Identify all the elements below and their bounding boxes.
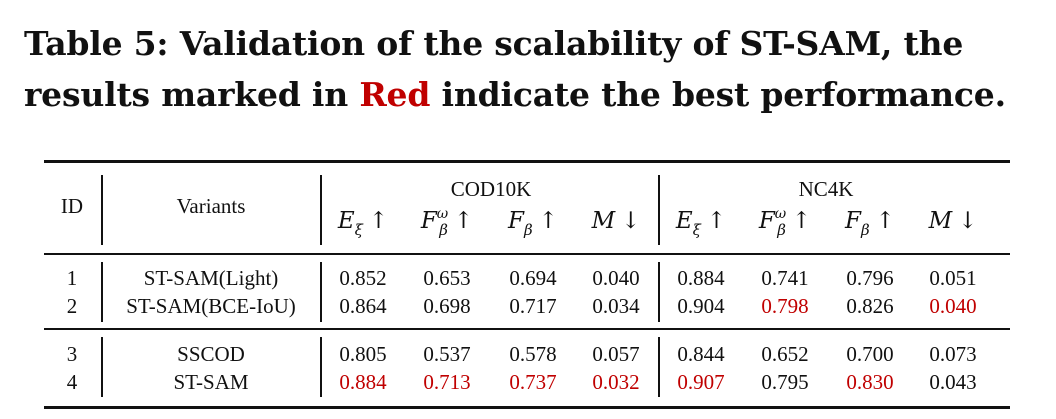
row-variant: SSCOD xyxy=(177,342,245,366)
arrow-down-icon: ↓ xyxy=(621,208,641,234)
table-cell: 0.032 xyxy=(592,370,640,394)
metric-subscript: β xyxy=(439,221,448,239)
divider-id xyxy=(101,175,103,245)
metric-subscript: ξ xyxy=(692,221,701,239)
table-cell: 0.578 xyxy=(509,342,557,366)
arrow-up-icon: ↑ xyxy=(538,208,558,234)
header-id: ID xyxy=(60,194,84,218)
table-cell: 0.073 xyxy=(929,342,977,366)
metric-header-f-beta-omega: Fωβ ↑ xyxy=(420,206,474,239)
metric-header-e-xi: Eξ ↑ xyxy=(337,207,389,239)
arrow-down-icon: ↓ xyxy=(958,208,978,234)
table-caption: Table 5: Validation of the scalability o… xyxy=(24,18,1044,120)
metric-symbol: F xyxy=(508,208,525,234)
table-cell: 0.907 xyxy=(677,370,725,394)
caption-highlight: Red xyxy=(359,75,431,114)
table-cell: 0.864 xyxy=(339,294,387,318)
metric-symbol: F xyxy=(845,208,862,234)
table-cell: 0.884 xyxy=(677,266,725,290)
arrow-up-icon: ↑ xyxy=(368,208,389,234)
metric-symbol: M xyxy=(591,208,616,234)
row-variant: ST-SAM(BCE-IoU) xyxy=(126,294,296,318)
table-cell: 0.884 xyxy=(339,370,387,394)
group-rule xyxy=(44,328,1010,330)
metric-symbol: F xyxy=(420,208,437,234)
table-cell: 0.653 xyxy=(423,266,471,290)
table-cell: 0.826 xyxy=(846,294,894,318)
metric-symbol: F xyxy=(758,208,775,234)
divider-variants xyxy=(320,175,322,245)
table-cell: 0.698 xyxy=(423,294,471,318)
metric-symbol: E xyxy=(675,208,693,234)
table-cell: 0.904 xyxy=(677,294,725,318)
metric-symbol: E xyxy=(337,208,355,234)
metric-subscript: β xyxy=(524,221,533,239)
metric-symbol: M xyxy=(928,208,953,234)
divider-id xyxy=(101,337,103,397)
table-cell: 0.830 xyxy=(846,370,894,394)
metric-header-mae: M ↓ xyxy=(592,207,641,235)
metric-header-f-beta: Fβ ↑ xyxy=(508,207,558,239)
top-rule xyxy=(44,160,1010,163)
metric-header-f-beta: Fβ ↑ xyxy=(845,207,895,239)
header-variants: Variants xyxy=(176,194,246,218)
group-header-nc4k: NC4K xyxy=(798,177,854,201)
table-cell: 0.737 xyxy=(509,370,557,394)
header-rule xyxy=(44,253,1010,255)
row-variant: ST-SAM xyxy=(173,370,249,394)
table-cell: 0.717 xyxy=(509,294,557,318)
table-cell: 0.700 xyxy=(846,342,894,366)
caption-suffix: indicate the best performance. xyxy=(430,75,1007,114)
row-id: 4 xyxy=(66,370,78,394)
metric-superscript: ω xyxy=(436,206,449,222)
metric-header-mae: M ↓ xyxy=(929,207,978,235)
arrow-up-icon: ↑ xyxy=(706,208,727,234)
row-variant: ST-SAM(Light) xyxy=(143,266,279,290)
table-cell: 0.537 xyxy=(423,342,471,366)
metric-header-e-xi: Eξ ↑ xyxy=(675,207,727,239)
caption-prefix: Table 5: Validation of the scalability o… xyxy=(24,24,964,114)
divider-datasets xyxy=(658,262,660,322)
table-cell: 0.805 xyxy=(339,342,387,366)
table-cell: 0.040 xyxy=(929,294,977,318)
metric-subscript: β xyxy=(861,221,870,239)
group-header-cod10k: COD10K xyxy=(450,177,532,201)
arrow-up-icon: ↑ xyxy=(791,208,812,234)
divider-datasets xyxy=(658,337,660,397)
table-cell: 0.652 xyxy=(761,342,809,366)
metric-header-f-beta-omega: Fωβ ↑ xyxy=(758,206,812,239)
table-cell: 0.852 xyxy=(339,266,387,290)
table-cell: 0.798 xyxy=(761,294,809,318)
table-cell: 0.051 xyxy=(929,266,977,290)
divider-variants xyxy=(320,337,322,397)
divider-id xyxy=(101,262,103,322)
table-cell: 0.043 xyxy=(929,370,977,394)
table-cell: 0.040 xyxy=(592,266,640,290)
arrow-up-icon: ↑ xyxy=(453,208,474,234)
table-cell: 0.795 xyxy=(761,370,809,394)
row-id: 3 xyxy=(66,342,78,366)
row-id: 1 xyxy=(66,266,78,290)
divider-variants xyxy=(320,262,322,322)
table-cell: 0.034 xyxy=(592,294,640,318)
bottom-rule xyxy=(44,406,1010,409)
table-cell: 0.796 xyxy=(846,266,894,290)
row-id: 2 xyxy=(66,294,78,318)
arrow-up-icon: ↑ xyxy=(875,208,895,234)
table-cell: 0.694 xyxy=(509,266,557,290)
table-cell: 0.844 xyxy=(677,342,725,366)
divider-datasets xyxy=(658,175,660,245)
metric-subscript: ξ xyxy=(354,221,363,239)
table-cell: 0.057 xyxy=(592,342,640,366)
table-cell: 0.741 xyxy=(761,266,809,290)
metric-superscript: ω xyxy=(774,206,787,222)
metric-subscript: β xyxy=(777,221,786,239)
table-cell: 0.713 xyxy=(423,370,471,394)
